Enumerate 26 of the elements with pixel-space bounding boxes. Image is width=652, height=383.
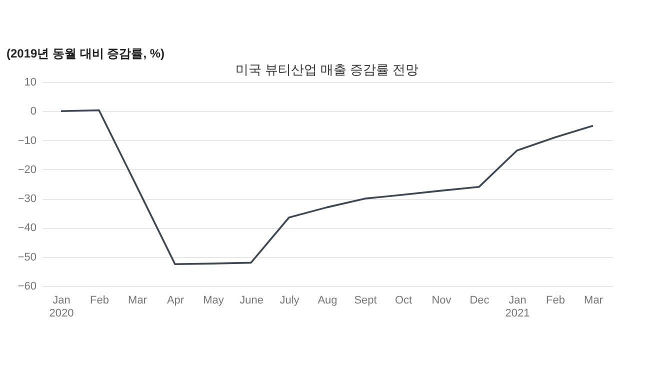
x-tick-label: Aug — [318, 294, 338, 306]
x-tick-label: Apr — [166, 294, 184, 306]
y-tick-label: −50 — [18, 251, 36, 264]
y-tick-label: −40 — [18, 222, 36, 234]
x-tick-label: Nov — [432, 294, 452, 306]
y-axis-title: (2019년 동월 대비 증감률, %) — [6, 46, 165, 60]
y-tick-label: −10 — [18, 134, 36, 147]
x-tick-label: June — [240, 294, 264, 306]
x-tick-label: Mar — [128, 294, 148, 306]
x-tick-label: Feb — [90, 294, 109, 306]
x-tick-label: July — [280, 294, 300, 306]
x-tick-label: Jan 2021 — [505, 294, 530, 320]
y-tick-label: −60 — [18, 280, 36, 292]
x-tick-label: Feb — [546, 294, 565, 306]
x-tick-label: Dec — [470, 294, 490, 306]
x-tick-label: Jan 2020 — [49, 294, 74, 320]
x-tick-label: Sept — [354, 294, 377, 306]
y-tick-label: 0 — [30, 106, 36, 118]
y-tick-label: −30 — [18, 193, 36, 206]
x-tick-label: May — [203, 294, 224, 306]
x-tick-label: Oct — [394, 294, 412, 306]
y-tick-label: −20 — [18, 164, 36, 176]
line-series — [60, 109, 594, 266]
x-tick-label: Mar — [584, 294, 604, 306]
chart-title: 미국 뷰티산업 매출 증감률 전망 — [235, 62, 419, 77]
y-tick-label: 10 — [24, 76, 36, 88]
